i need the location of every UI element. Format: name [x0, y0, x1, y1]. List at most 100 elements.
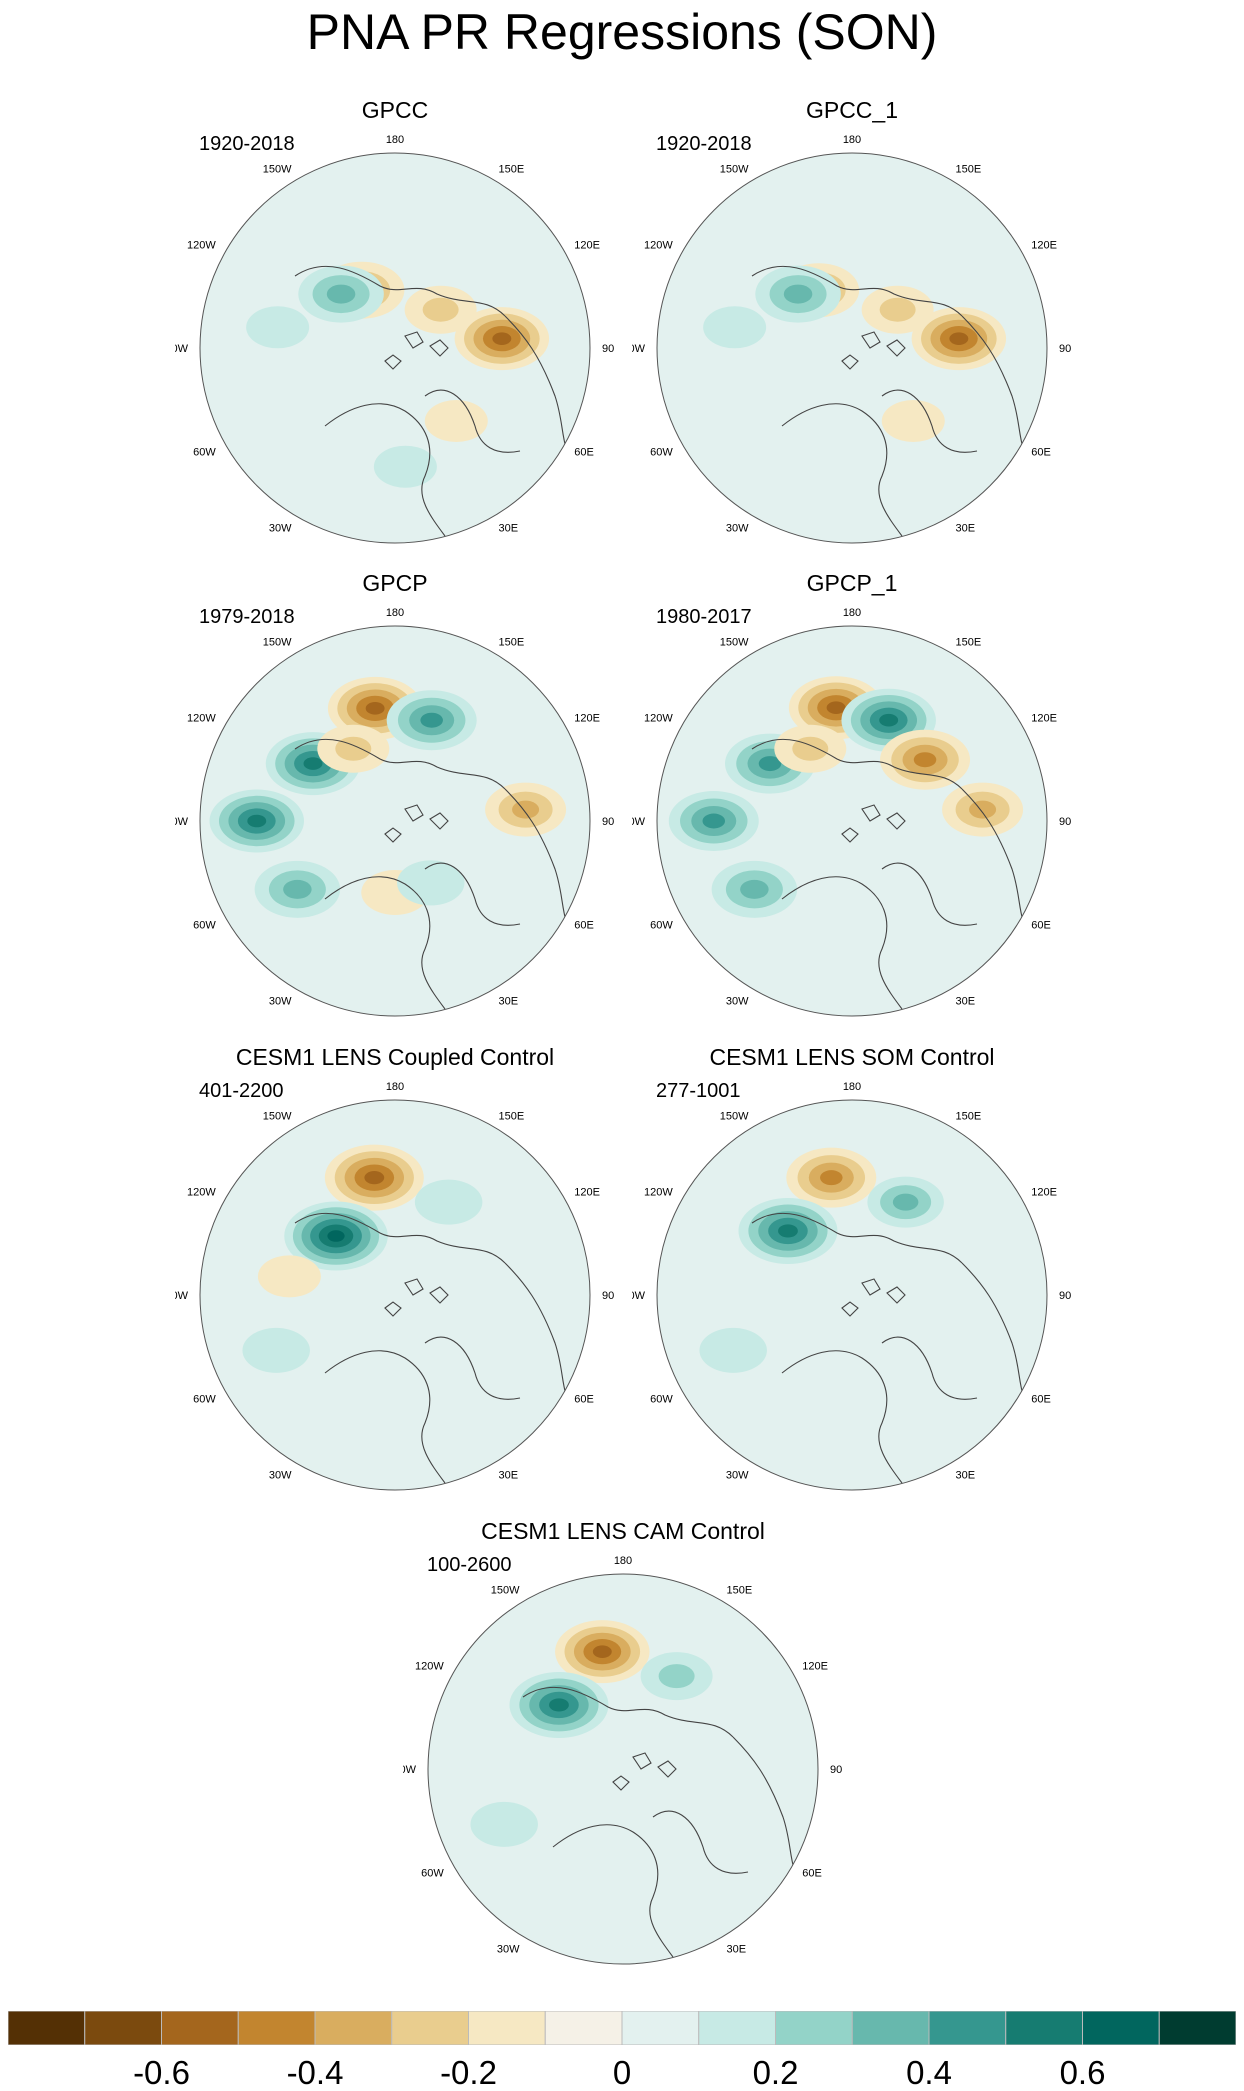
- colorbar-labels: -0.6 -0.4 -0.2 0 0.2 0.4 0.6: [0, 2056, 1244, 2090]
- coastline: [881, 1336, 978, 1400]
- coastline: [751, 738, 963, 790]
- coastline: [781, 876, 903, 1010]
- lon-label: 120E: [574, 240, 600, 252]
- lon-label: 90W: [175, 1290, 189, 1302]
- lon-label: 90E: [602, 816, 615, 828]
- colorbar-swatch: [928, 2011, 1007, 2045]
- panel-title: CESM1 LENS Coupled Control: [235, 1044, 555, 1070]
- coastline: [841, 331, 906, 370]
- lon-label: 150E: [956, 1111, 982, 1123]
- colorbar-swatch: [237, 2011, 316, 2045]
- anomaly-contour: [242, 1327, 310, 1373]
- anomaly-contour: [879, 297, 916, 322]
- colorbar-tick-label: -0.6: [133, 2054, 190, 2091]
- colorbar-swatch: [544, 2011, 623, 2045]
- map-field: [428, 1574, 818, 1964]
- lon-label: 60E: [802, 1868, 822, 1880]
- anomaly-contour: [365, 702, 385, 715]
- colorbar-tick-label: 0: [612, 2054, 632, 2091]
- colorbar-tick-label: -0.2: [440, 2054, 497, 2091]
- coastline: [841, 804, 906, 843]
- colorbar-swatch: [161, 2011, 239, 2045]
- panel-gpcp-1: GPCP_1 1980-2017 180150E120E90E60E30E030…: [632, 569, 1072, 1019]
- anomaly-contour: [420, 712, 443, 728]
- colorbar-tick-label: -0.4: [286, 2054, 344, 2091]
- coastline: [384, 1278, 449, 1317]
- anomaly-contour: [879, 713, 899, 727]
- lon-label: 60E: [1031, 447, 1051, 459]
- lon-label: 30E: [956, 522, 976, 534]
- lon-label: 90E: [1059, 816, 1072, 828]
- lon-label: 90E: [602, 1290, 615, 1302]
- anomaly-contour: [512, 800, 540, 819]
- panel-gpcc: GPCC 1920-2018 180150E120E90E60E30E030W6…: [175, 96, 615, 546]
- panel-title: CESM1 LENS SOM Control: [709, 1044, 995, 1070]
- anomaly-contour: [414, 1179, 483, 1225]
- colorbar-tick-label: 0.2: [752, 2054, 799, 2091]
- map-border: [199, 152, 591, 544]
- panel-gpcc-1: GPCC_1 1920-2018 180150E120E90E60E30E030…: [632, 96, 1072, 546]
- coastline: [522, 1686, 734, 1738]
- lon-label: 120W: [644, 713, 673, 725]
- lon-label: 60W: [421, 1868, 444, 1880]
- map-border: [656, 625, 1048, 1017]
- anomaly-contour: [303, 757, 323, 770]
- anomaly-contour: [364, 1171, 385, 1185]
- lon-label: 180: [386, 134, 404, 146]
- map-border: [656, 152, 1048, 544]
- colorbar-tick-label: 0.4: [906, 2054, 952, 2091]
- map-border: [199, 625, 591, 1017]
- lon-label: 180: [386, 607, 404, 619]
- panel-title: GPCC: [361, 97, 429, 123]
- colorbar-swatch: [621, 2011, 700, 2045]
- lon-label: 30E: [956, 995, 976, 1007]
- coastline: [294, 1212, 506, 1264]
- polar-map: 180150E120E90E60E30E030W60W90W120W150W: [632, 607, 1072, 1017]
- map-border: [656, 1099, 1048, 1491]
- lon-label: 180: [843, 607, 861, 619]
- coastline: [652, 1810, 749, 1874]
- coastline: [424, 1336, 521, 1400]
- colorbar-swatch: [1005, 2011, 1083, 2045]
- colorbar-swatch: [8, 2011, 86, 2045]
- colorbar-swatch: [468, 2011, 546, 2045]
- lon-label: 30W: [726, 995, 749, 1007]
- panel-title: GPCC_1: [805, 97, 899, 123]
- lon-label: 180: [386, 1081, 404, 1093]
- anomaly-contour: [892, 1193, 919, 1211]
- anomaly-contour: [778, 1224, 798, 1238]
- lon-label: 90W: [403, 1764, 417, 1776]
- anomaly-contour: [783, 284, 813, 304]
- lon-label: 150E: [499, 637, 525, 649]
- anomaly-contour: [283, 879, 312, 899]
- anomaly-contour: [247, 814, 267, 828]
- colorbar-tick-label: 0.6: [1059, 2054, 1106, 2091]
- lon-label: 120W: [187, 1187, 216, 1199]
- coastline: [424, 389, 521, 453]
- polar-map: 180150E120E90E60E30E030W60W90W120W150W: [175, 134, 615, 544]
- lon-label: 150E: [727, 1585, 753, 1597]
- coastline: [294, 265, 506, 317]
- anomaly-contour: [335, 736, 372, 761]
- coastline: [324, 1350, 446, 1484]
- map-field: [657, 626, 1047, 1016]
- lon-label: 120E: [1031, 713, 1057, 725]
- lon-label: 90E: [1059, 343, 1072, 355]
- polar-map: 180150E120E90E60E30E030W60W90W120W150W: [175, 1081, 615, 1491]
- lon-label: 60W: [193, 447, 216, 459]
- coastline: [294, 738, 506, 790]
- lon-label: 30W: [269, 995, 292, 1007]
- lon-label: 90W: [632, 1290, 646, 1302]
- lon-label: 120E: [802, 1661, 828, 1673]
- lon-label: 180: [614, 1555, 632, 1567]
- lon-label: 150W: [720, 164, 749, 176]
- coastline: [841, 1278, 906, 1317]
- lon-label: 150E: [956, 637, 982, 649]
- anomaly-contour: [969, 800, 997, 819]
- lon-label: 30W: [726, 1469, 749, 1481]
- lon-label: 90W: [175, 816, 189, 828]
- period-label: 277-1001: [656, 1080, 741, 1102]
- colorbar-swatch: [698, 2011, 776, 2045]
- panel-cam-control: CESM1 LENS CAM Control 100-2600 180 150E 1…: [403, 1517, 843, 1967]
- lon-label: 60E: [1031, 1394, 1051, 1406]
